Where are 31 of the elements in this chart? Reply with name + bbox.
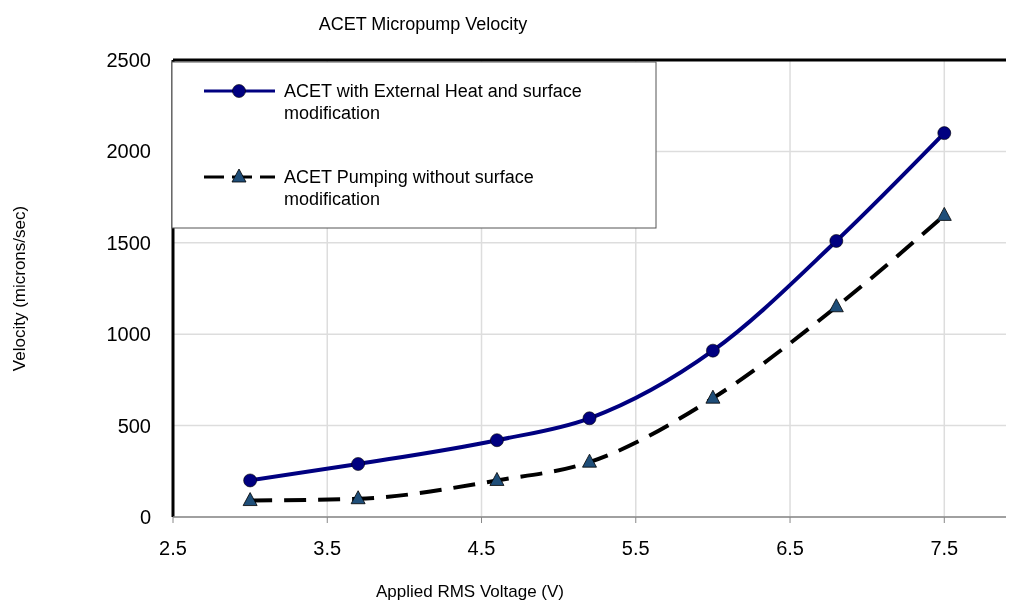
point [350,490,366,505]
legend-label: ACET with External Heat and surface modification [284,81,582,123]
x-tick-label: 3.5 [313,537,342,559]
y-tick-label: 0 [139,506,151,528]
point [705,389,721,404]
point [582,411,597,426]
y-tick-label: 2500 [106,49,151,71]
x-tick-label: 4.5 [467,537,496,559]
y-tick-label: 1500 [106,231,151,254]
chart-title: ACET Micropump Velocity [318,14,528,34]
point [242,492,258,506]
point [937,126,952,140]
x-axis-title: Applied RMS Voltage (V) [375,582,565,601]
point [936,206,952,221]
point [582,453,597,468]
y-tick-label: 2000 [106,140,151,163]
y-axis-title: Velocity (microns/sec) [10,205,29,372]
x-tick-label: 6.5 [776,537,804,559]
point [828,298,844,313]
point [351,457,365,471]
point [489,472,505,486]
y-tick-label: 1000 [106,323,151,346]
point [829,234,844,248]
x-tick-label: 2.5 [159,537,187,559]
y-tick-label: 500 [117,414,151,437]
legend-label: ACET Pumping without surface modification [284,167,534,209]
x-tick-label: 5.5 [621,537,650,559]
x-tick-label: 7.5 [930,537,959,559]
point [243,473,257,488]
point [490,433,504,448]
point [706,343,720,358]
